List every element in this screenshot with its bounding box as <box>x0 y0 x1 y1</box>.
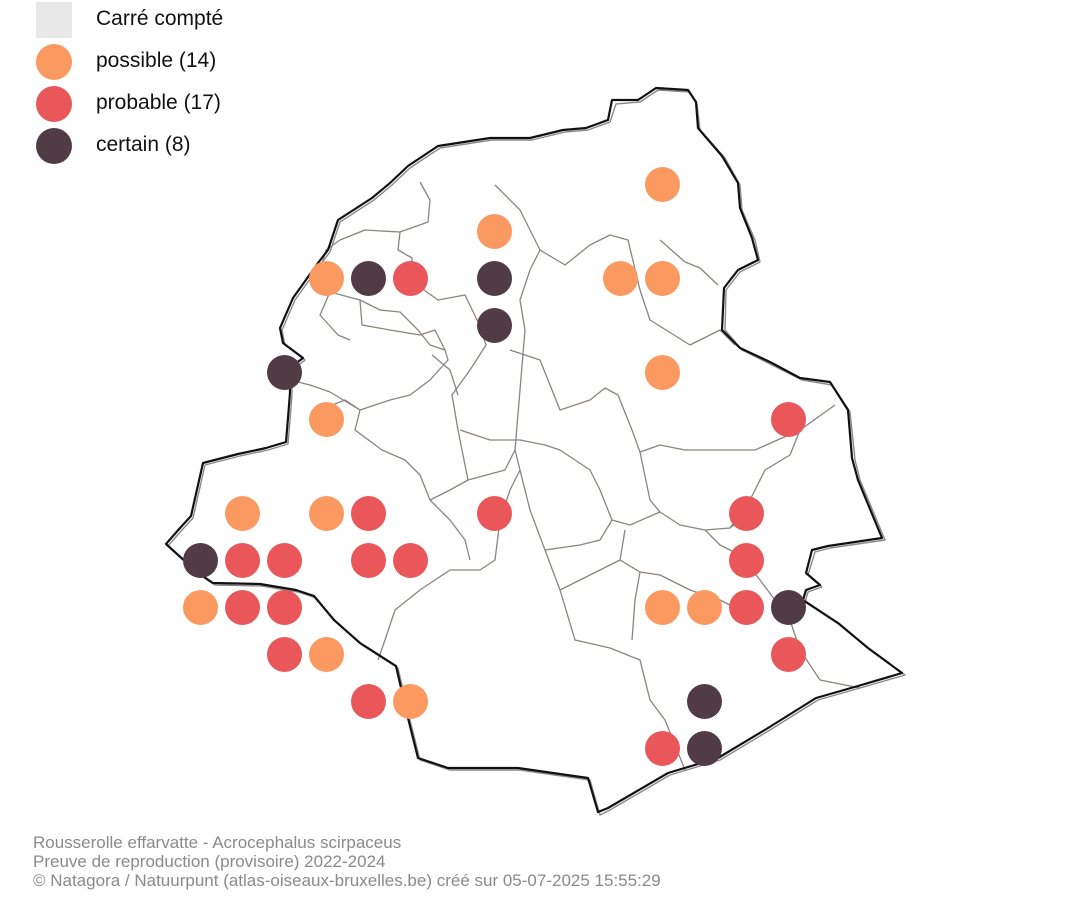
observation-dot-certain <box>351 261 386 296</box>
caption-subtitle: Preuve de reproduction (provisoire) 2022… <box>33 852 386 871</box>
observation-dot-probable <box>225 590 260 625</box>
observation-dot-possible <box>603 261 638 296</box>
legend-item-certain: certain (8) <box>34 128 294 164</box>
legend-item-possible: possible (14) <box>34 44 294 80</box>
observation-dot-possible <box>309 637 344 672</box>
observation-dot-possible <box>393 684 428 719</box>
observation-dot-probable <box>351 684 386 719</box>
observation-dot-certain <box>771 590 806 625</box>
observation-dot-probable <box>351 543 386 578</box>
observation-dot-certain <box>477 261 512 296</box>
legend-item-probable: probable (17) <box>34 86 294 122</box>
caption-species: Rousserolle effarvatte - Acrocephalus sc… <box>33 833 402 852</box>
probable-circle-swatch <box>36 86 72 122</box>
region-outline <box>164 86 904 814</box>
region-outline-shadow <box>167 89 906 816</box>
observation-dot-probable <box>393 261 428 296</box>
observation-dot-probable <box>729 496 764 531</box>
possible-circle-swatch <box>36 44 72 80</box>
observation-dot-certain <box>477 308 512 343</box>
observation-dot-probable <box>351 496 386 531</box>
observation-dot-probable <box>267 543 302 578</box>
observation-dot-probable <box>729 590 764 625</box>
observation-dot-certain <box>183 543 218 578</box>
observation-dot-probable <box>645 731 680 766</box>
observation-dot-probable <box>477 496 512 531</box>
observation-dot-probable <box>771 637 806 672</box>
counted-square-swatch <box>36 2 72 38</box>
observation-dot-certain <box>687 731 722 766</box>
observation-dot-possible <box>645 167 680 202</box>
legend-label-probable: probable (17) <box>96 91 221 114</box>
caption-credit: © Natagora / Natuurpunt (atlas-oiseaux-b… <box>33 871 661 890</box>
observation-dot-possible <box>183 590 218 625</box>
observation-dot-probable <box>729 543 764 578</box>
observation-dot-probable <box>771 402 806 437</box>
observation-dot-certain <box>687 684 722 719</box>
observation-dot-probable <box>267 637 302 672</box>
legend-label-certain: certain (8) <box>96 133 191 156</box>
certain-circle-swatch <box>36 128 72 164</box>
observation-dot-possible <box>645 590 680 625</box>
observation-dot-possible <box>309 402 344 437</box>
map-caption: Rousserolle effarvatte - Acrocephalus sc… <box>33 833 661 890</box>
observation-dots <box>183 167 806 766</box>
observation-dot-possible <box>687 590 722 625</box>
legend-label-counted: Carré compté <box>96 7 224 30</box>
observation-dot-possible <box>225 496 260 531</box>
observation-dot-possible <box>309 496 344 531</box>
observation-dot-possible <box>645 261 680 296</box>
observation-dot-probable <box>267 590 302 625</box>
observation-dot-possible <box>309 261 344 296</box>
observation-dot-certain <box>267 355 302 390</box>
observation-dot-possible <box>477 214 512 249</box>
observation-dot-probable <box>225 543 260 578</box>
legend-item-counted: Carré compté <box>34 2 294 38</box>
observation-dot-probable <box>393 543 428 578</box>
observation-dot-possible <box>645 355 680 390</box>
legend-label-possible: possible (14) <box>96 49 217 72</box>
